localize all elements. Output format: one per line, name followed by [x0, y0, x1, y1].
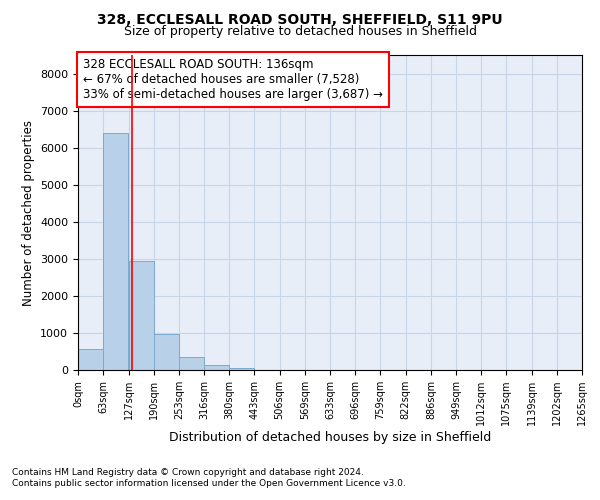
Text: Size of property relative to detached houses in Sheffield: Size of property relative to detached ho… [124, 25, 476, 38]
Bar [103, 133, 128, 370]
Bar [128, 262, 154, 370]
Text: Contains HM Land Registry data © Crown copyright and database right 2024.
Contai: Contains HM Land Registry data © Crown c… [12, 468, 406, 487]
Y-axis label: Number of detached properties: Number of detached properties [22, 120, 35, 306]
Bar [229, 368, 254, 370]
Bar [179, 357, 204, 370]
Bar [154, 334, 179, 370]
X-axis label: Distribution of detached houses by size in Sheffield: Distribution of detached houses by size … [169, 431, 491, 444]
Bar [78, 349, 103, 370]
Text: 328, ECCLESALL ROAD SOUTH, SHEFFIELD, S11 9PU: 328, ECCLESALL ROAD SOUTH, SHEFFIELD, S1… [97, 12, 503, 26]
Bar [204, 365, 229, 370]
Text: 328 ECCLESALL ROAD SOUTH: 136sqm
← 67% of detached houses are smaller (7,528)
33: 328 ECCLESALL ROAD SOUTH: 136sqm ← 67% o… [83, 58, 383, 101]
